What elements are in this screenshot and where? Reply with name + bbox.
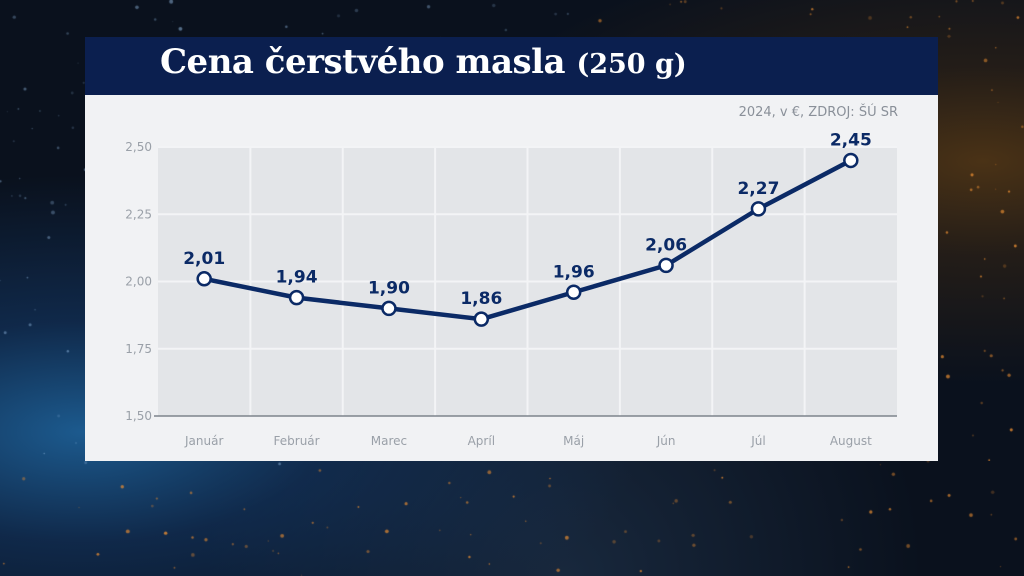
data-label: 2,27 (737, 179, 779, 199)
x-tick-label: Február (274, 434, 320, 448)
data-point (565, 284, 582, 301)
data-point (381, 300, 397, 317)
title-unit: (250 g) (576, 49, 687, 80)
x-tick-label: August (830, 434, 872, 448)
x-tick-label: Marec (371, 434, 407, 448)
data-point (288, 289, 305, 306)
line-chart: 1,50 1,75 2,00 2,25 2,50 Január Február Marec Ap… (125, 130, 897, 448)
data-point (473, 311, 490, 327)
x-tick-label: Január (184, 434, 223, 448)
title-bar: Cena čerstvého masla (250 g) (85, 37, 938, 95)
data-label: 2,45 (830, 130, 872, 150)
data-label: 2,01 (183, 249, 225, 269)
data-label: 1,90 (368, 278, 410, 298)
data-point (658, 257, 674, 274)
title-main-text: Cena čerstvého masla (160, 42, 566, 82)
series-line (201, 158, 854, 322)
data-point (196, 271, 212, 287)
data-label: 1,86 (460, 289, 502, 309)
data-label: 1,94 (276, 268, 318, 288)
data-point (750, 201, 767, 217)
y-tick-label: 1,50 (125, 409, 152, 423)
chart-title: Cena čerstvého masla (250 g) (160, 42, 687, 82)
data-point (843, 152, 859, 169)
x-tick-label: Máj (563, 434, 584, 448)
y-tick-label: 2,00 (125, 275, 152, 289)
y-tick-label: 1,75 (125, 342, 152, 356)
data-label: 2,06 (645, 235, 687, 255)
x-tick-label: Apríl (468, 434, 495, 448)
data-label: 1,96 (553, 262, 595, 282)
source-note: 2024, v €, ZDROJ: ŠÚ SR (738, 105, 898, 120)
x-tick-label: Jún (656, 434, 676, 448)
y-tick-label: 2,25 (125, 207, 152, 221)
y-tick-label: 2,50 (125, 140, 152, 154)
x-tick-label: Júl (750, 434, 765, 448)
chart-panel: 2024, v €, ZDROJ: ŠÚ SR 1,50 1,75 2,00 2,25… (85, 95, 938, 461)
